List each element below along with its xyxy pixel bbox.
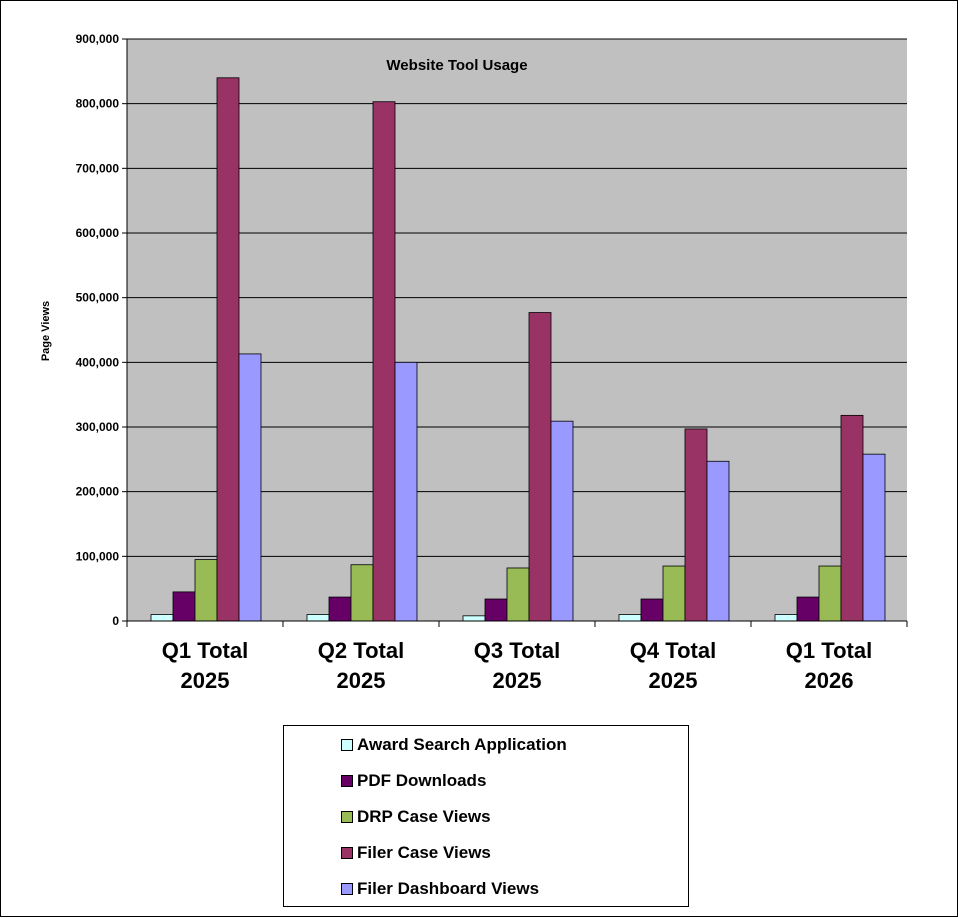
- legend-label: Award Search Application: [357, 735, 567, 754]
- legend-label: DRP Case Views: [357, 807, 491, 826]
- bar: [706, 460, 730, 622]
- legend-item: PDF Downloads: [341, 770, 486, 792]
- bar: [216, 77, 240, 622]
- y-tick-label: 900,000: [76, 32, 120, 46]
- y-tick-label: 400,000: [76, 355, 120, 369]
- bar: [194, 559, 218, 622]
- legend-swatch: [341, 811, 353, 823]
- legend-label: Filer Dashboard Views: [357, 879, 540, 898]
- bar: [684, 428, 708, 622]
- x-tick-label: 2025: [649, 668, 698, 693]
- bar: [840, 414, 864, 622]
- y-tick-label: 100,000: [76, 549, 120, 563]
- bar: [394, 361, 418, 622]
- legend-swatch: [341, 775, 353, 787]
- bar: [818, 565, 842, 622]
- y-tick-label: 700,000: [76, 161, 120, 175]
- bar: [372, 101, 396, 622]
- bar: [484, 598, 508, 622]
- bar: [550, 420, 574, 622]
- chart-title: Website Tool Usage: [386, 57, 527, 74]
- y-tick-label: 800,000: [76, 97, 120, 111]
- chart-legend: Award Search Application PDF Downloads DRP…: [283, 725, 689, 907]
- legend-item: DRP Case Views: [341, 806, 491, 828]
- bar: [306, 614, 330, 622]
- y-tick-label: 600,000: [76, 226, 120, 240]
- bar: [662, 565, 686, 622]
- bar: [328, 596, 352, 622]
- bar: [150, 614, 174, 622]
- legend-label: Filer Case Views: [357, 843, 491, 862]
- x-tick-label: Q2 Total: [318, 638, 404, 663]
- bar: [618, 614, 642, 622]
- bar: [640, 598, 664, 622]
- legend-swatch: [341, 739, 353, 751]
- y-tick-label: 200,000: [76, 485, 120, 499]
- bar: [862, 453, 886, 622]
- legend-swatch: [341, 847, 353, 859]
- x-tick-label: Q4 Total: [630, 638, 716, 663]
- legend-item: Filer Case Views: [341, 842, 491, 864]
- bar: [774, 614, 798, 622]
- x-tick-label: 2025: [337, 668, 386, 693]
- bar: [350, 564, 374, 622]
- x-tick-label: Q3 Total: [474, 638, 560, 663]
- bar: [506, 567, 530, 622]
- y-tick-label: 0: [112, 614, 119, 628]
- legend-swatch: [341, 883, 353, 895]
- y-tick-label: 500,000: [76, 291, 120, 305]
- legend-label: PDF Downloads: [357, 771, 487, 790]
- legend-item: Filer Dashboard Views: [341, 878, 539, 900]
- legend-item: Award Search Application: [341, 734, 567, 756]
- x-tick-label: 2025: [493, 668, 542, 693]
- x-tick-label: 2026: [805, 668, 854, 693]
- x-tick-label: Q1 Total: [786, 638, 872, 663]
- y-tick-label: 300,000: [76, 420, 120, 434]
- bar: [796, 596, 820, 622]
- x-tick-label: 2025: [181, 668, 230, 693]
- bar: [172, 591, 196, 622]
- y-axis-label: Page Views: [40, 301, 52, 361]
- x-tick-label: Q1 Total: [162, 638, 248, 663]
- bar: [238, 353, 262, 622]
- bar: [462, 615, 486, 622]
- bar: [528, 312, 552, 622]
